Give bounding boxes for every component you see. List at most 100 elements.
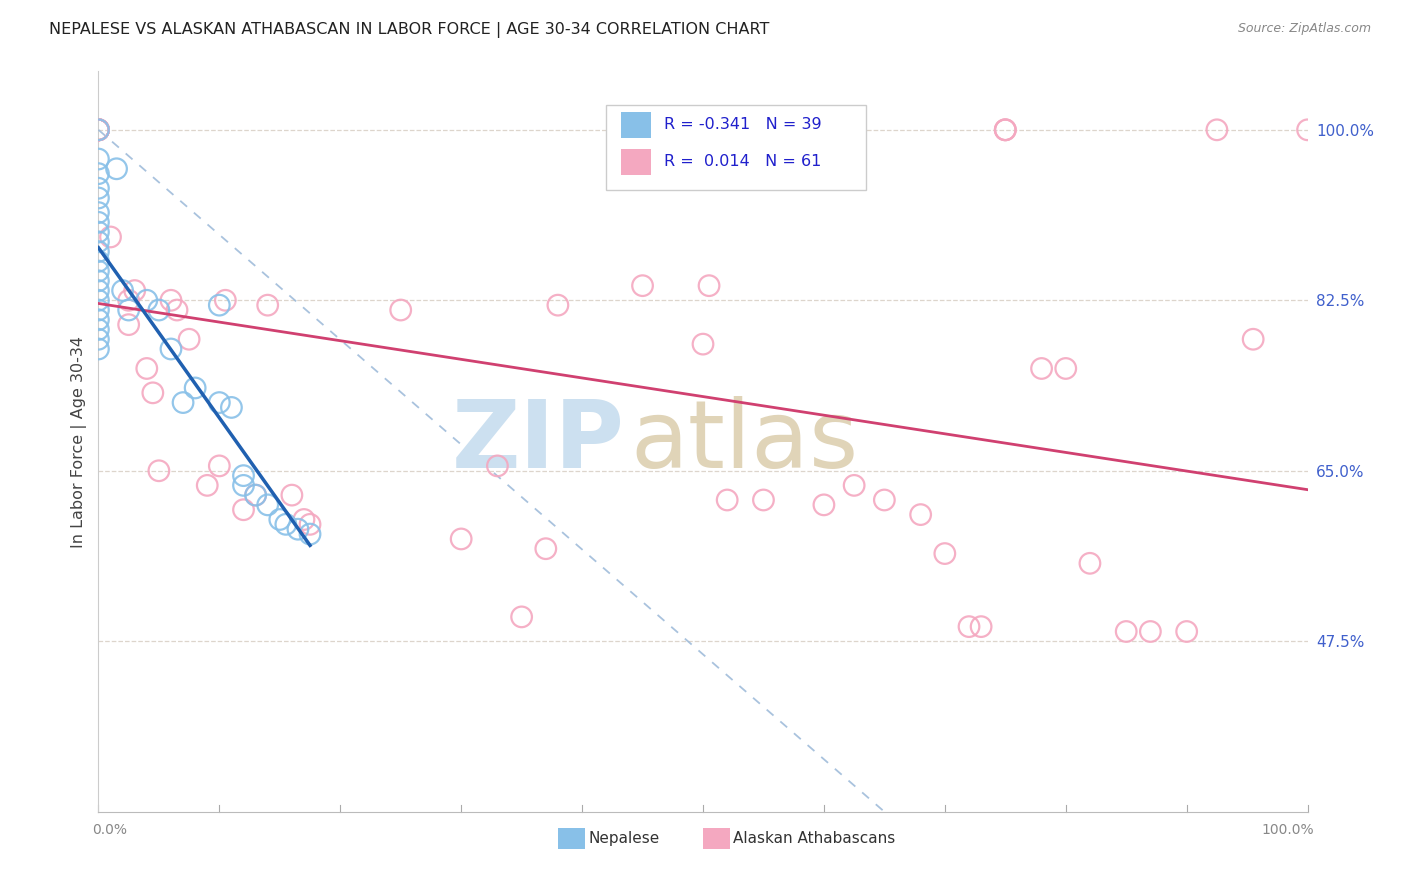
Point xyxy=(87,244,110,259)
Point xyxy=(844,478,866,492)
Point xyxy=(1139,624,1161,639)
Point xyxy=(148,303,170,318)
Point xyxy=(124,284,146,298)
Point xyxy=(100,230,122,244)
Point xyxy=(111,284,134,298)
Point xyxy=(195,478,218,492)
Point xyxy=(934,547,956,561)
Point xyxy=(148,464,170,478)
Point xyxy=(87,254,110,268)
Point xyxy=(1175,624,1198,639)
Point xyxy=(87,284,110,298)
Point xyxy=(994,123,1017,137)
Point xyxy=(281,488,304,502)
Point xyxy=(118,318,141,332)
Point xyxy=(287,522,309,536)
Point xyxy=(87,332,110,346)
Point xyxy=(87,123,110,137)
Point xyxy=(87,152,110,166)
Point xyxy=(87,215,110,229)
Text: Source: ZipAtlas.com: Source: ZipAtlas.com xyxy=(1237,22,1371,36)
Point xyxy=(118,303,141,318)
Point xyxy=(299,527,322,541)
Text: Nepalese: Nepalese xyxy=(588,830,659,846)
Point xyxy=(87,264,110,278)
Point xyxy=(87,123,110,137)
Point xyxy=(179,332,201,346)
Point xyxy=(1296,123,1319,137)
Point xyxy=(970,619,993,633)
Point xyxy=(87,123,110,137)
Point xyxy=(166,303,188,318)
Bar xyxy=(558,828,585,849)
Point xyxy=(172,395,194,409)
Point xyxy=(256,498,278,512)
Point xyxy=(813,498,835,512)
Point xyxy=(87,225,110,239)
Point xyxy=(269,512,291,526)
Point xyxy=(87,123,110,137)
Point xyxy=(87,274,110,288)
Point xyxy=(1115,624,1137,639)
Point xyxy=(1206,123,1229,137)
Point xyxy=(299,517,322,532)
Bar xyxy=(703,828,730,849)
Point xyxy=(118,293,141,308)
Point xyxy=(87,123,110,137)
Point xyxy=(450,532,472,546)
Text: NEPALESE VS ALASKAN ATHABASCAN IN LABOR FORCE | AGE 30-34 CORRELATION CHART: NEPALESE VS ALASKAN ATHABASCAN IN LABOR … xyxy=(49,22,769,38)
Point xyxy=(232,468,254,483)
Bar xyxy=(621,112,651,138)
Point xyxy=(142,385,165,400)
Point xyxy=(87,342,110,356)
Point xyxy=(1054,361,1077,376)
Point xyxy=(752,493,775,508)
Bar xyxy=(621,149,651,175)
Point xyxy=(910,508,932,522)
Point xyxy=(135,293,157,308)
Point xyxy=(1031,361,1053,376)
Point xyxy=(87,123,110,137)
Point xyxy=(245,488,267,502)
Point xyxy=(994,123,1017,137)
Point xyxy=(389,303,412,318)
Point xyxy=(1241,332,1264,346)
FancyBboxPatch shape xyxy=(606,104,866,190)
Point xyxy=(87,123,110,137)
Point xyxy=(135,361,157,376)
Y-axis label: In Labor Force | Age 30-34: In Labor Force | Age 30-34 xyxy=(72,335,87,548)
Point xyxy=(256,298,278,312)
Point xyxy=(957,619,980,633)
Point xyxy=(87,181,110,195)
Point xyxy=(873,493,896,508)
Point xyxy=(697,278,720,293)
Point xyxy=(160,342,183,356)
Point xyxy=(87,235,110,249)
Point xyxy=(208,298,231,312)
Point xyxy=(232,502,254,516)
Text: 100.0%: 100.0% xyxy=(1261,823,1313,838)
Text: atlas: atlas xyxy=(630,395,859,488)
Text: Alaskan Athabascans: Alaskan Athabascans xyxy=(734,830,896,846)
Point xyxy=(292,512,315,526)
Point xyxy=(274,517,297,532)
Point xyxy=(87,303,110,318)
Point xyxy=(1078,557,1101,571)
Point xyxy=(87,123,110,137)
Point xyxy=(87,167,110,181)
Point xyxy=(208,395,231,409)
Point xyxy=(87,123,110,137)
Point xyxy=(87,205,110,219)
Point xyxy=(87,123,110,137)
Point xyxy=(87,322,110,336)
Point xyxy=(994,123,1017,137)
Point xyxy=(631,278,654,293)
Point xyxy=(486,458,509,473)
Text: R = -0.341   N = 39: R = -0.341 N = 39 xyxy=(664,117,823,132)
Point xyxy=(87,123,110,137)
Point xyxy=(510,610,533,624)
Point xyxy=(692,337,714,351)
Point xyxy=(87,191,110,205)
Point xyxy=(221,401,243,415)
Point xyxy=(87,312,110,326)
